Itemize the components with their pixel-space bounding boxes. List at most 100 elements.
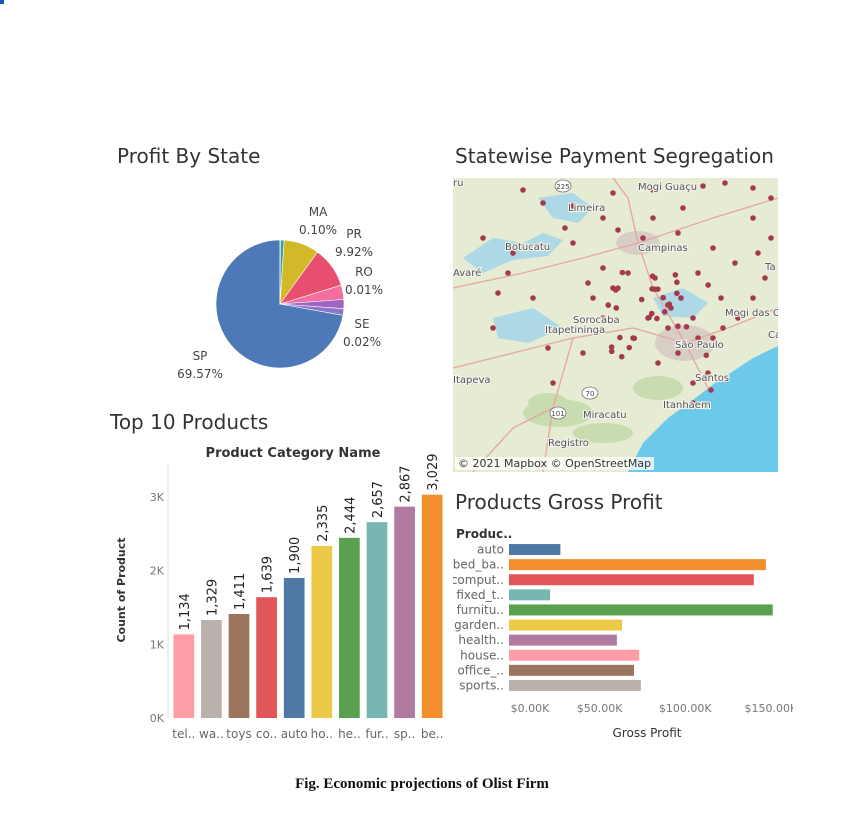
map-ocean: [628, 346, 778, 472]
bar: [394, 506, 415, 718]
bar-value-label: 2,335: [316, 505, 331, 542]
map-attribution: © 2021 Mapbox © OpenStreetMap: [455, 457, 655, 470]
bar-category-label: co..: [256, 727, 277, 741]
map-location-dot: [618, 353, 625, 360]
bar: [173, 634, 195, 718]
hbar-x-tick: $0.00K: [511, 702, 550, 715]
map-location-dot: [570, 203, 576, 209]
bar: [421, 494, 443, 718]
pie-slice-percent: 0.10%: [299, 223, 337, 237]
map-location-dot: [530, 295, 536, 301]
pie-slice-label: PR: [346, 227, 362, 241]
bar-value-label: 2,657: [371, 481, 386, 518]
map-location-dot: [638, 296, 645, 303]
map-location-dot: [650, 187, 656, 193]
hbar-bar: [509, 664, 635, 676]
corner-marker: [0, 0, 4, 4]
map-location-dot: [703, 352, 710, 359]
map-place-label: Itapeva: [453, 375, 491, 386]
map-location-dot: [562, 225, 568, 231]
map-location-dot: [654, 315, 660, 322]
map-location-dot: [649, 273, 656, 279]
map-road-shield-label: 101: [551, 410, 564, 418]
map-location-dot: [762, 275, 768, 281]
bar-category-label: fur..: [365, 727, 388, 741]
map-place-label: Avaré: [453, 267, 481, 279]
map-location-dot: [545, 345, 551, 351]
map-location-dot: [674, 279, 680, 286]
map-place-label: Itanhaem: [663, 400, 711, 411]
bar-value-label: 1,411: [233, 573, 248, 610]
hbar-chart: Produc.. autobed_ba..comput..fixed_t..fur…: [453, 527, 793, 740]
hbar-category-label: sports..: [459, 678, 504, 692]
bar-chart-title: Top 10 Products: [110, 410, 269, 434]
map-location-dot: [755, 250, 761, 256]
hbar-bar: [509, 574, 754, 586]
bar-y-tick: 1K: [150, 638, 165, 651]
map-location-dot: [510, 250, 516, 256]
map-location-dot: [600, 265, 606, 271]
hbar-x-tick: $50.00K: [577, 702, 623, 715]
map-location-dot: [718, 295, 724, 301]
hbar-bar: [509, 559, 766, 571]
hbar-category-label: furnitu..: [457, 603, 504, 617]
hbar-bar: [509, 544, 561, 556]
map-location-dot: [600, 215, 606, 221]
map-place-label: Santos: [695, 373, 729, 384]
map-location-dot: [495, 290, 501, 296]
hbar-bar: [509, 679, 641, 691]
bar-value-label: 2,867: [399, 465, 414, 502]
map-location-dot: [646, 314, 652, 321]
map-location-dot: [750, 215, 756, 221]
hbar-x-tick: $100.00K: [659, 702, 712, 715]
bar-category-label: toys: [226, 727, 251, 741]
map-place-label: Ta: [764, 262, 776, 273]
hbar-bar: [509, 634, 617, 646]
pie-slice-percent: 9.92%: [335, 245, 373, 259]
hbar-category-label: health..: [458, 633, 504, 647]
bar-y-tick: 0K: [150, 712, 165, 725]
map-location-dot: [682, 343, 688, 349]
map-location-dot: [672, 272, 679, 278]
map-location-dot: [750, 295, 756, 301]
map-location-dot: [613, 305, 620, 311]
pie-slice-percent: 0.01%: [345, 283, 383, 297]
bar-category-label: wa..: [199, 727, 224, 741]
map-location-dot: [690, 400, 696, 406]
map-location-dot: [590, 295, 596, 301]
hbar-chart-title: Products Gross Profit: [455, 490, 663, 514]
pie-chart: SP 69.57% MA 0.10% PR 9.92% RO 0.01% SE 0.02%: [177, 205, 383, 381]
map-location-dot: [675, 350, 681, 356]
map-location-dot: [490, 325, 496, 331]
pie-slice: [215, 239, 344, 369]
figure-caption: Fig. Economic projections of Olist Firm: [295, 776, 549, 792]
bar-category-label: be..: [421, 727, 444, 741]
hbar-category-label: bed_ba..: [453, 558, 504, 572]
bar-value-label: 2,444: [343, 497, 358, 534]
bar-category-label: auto: [281, 727, 308, 741]
map-place-label: Ca: [768, 330, 778, 341]
bar-value-label: 3,029: [426, 454, 441, 491]
bar: [201, 620, 222, 718]
map-location-dot: [710, 335, 716, 341]
hbar-category-label: fixed_t..: [456, 588, 504, 602]
map-location-dot: [615, 285, 621, 291]
map-location-dot: [660, 245, 666, 251]
map-location-dot: [722, 180, 728, 186]
map-road-shield: [581, 386, 599, 400]
pie-slice-percent: 69.57%: [177, 367, 223, 381]
map-location-dot: [608, 344, 615, 350]
bar-category-label: ho..: [311, 727, 333, 741]
map-location-dot: [675, 323, 681, 330]
map-location-dot: [768, 235, 774, 241]
bar-category-label: tel..: [172, 727, 195, 741]
payment-map[interactable]: Mogi Guaçu Limeira Botucatu Campinas Avaré So…: [453, 178, 778, 472]
map-location-dot: [708, 387, 714, 393]
bar-value-label: 1,329: [205, 579, 220, 616]
map-location-dot: [678, 295, 684, 301]
map-road: [684, 342, 709, 389]
pie-slice-label: SP: [193, 349, 208, 363]
map-location-dot: [550, 380, 556, 386]
hbar-category-label: garden..: [454, 618, 504, 632]
hbar-category-label: office_..: [457, 663, 504, 677]
